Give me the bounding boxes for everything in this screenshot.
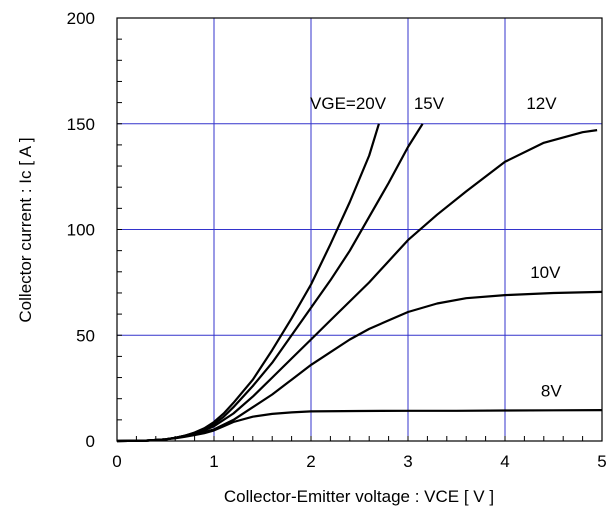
x-tick-label: 3 bbox=[403, 452, 412, 471]
series-line bbox=[116, 290, 603, 443]
y-axis-title: Collector current : Ic [ A ] bbox=[16, 137, 35, 322]
x-tick-label: 2 bbox=[306, 452, 315, 471]
series-line bbox=[116, 129, 598, 443]
minor-ticks bbox=[116, 17, 603, 442]
y-tick-label: 0 bbox=[86, 432, 95, 451]
x-tick-label: 5 bbox=[597, 452, 606, 471]
plot-frame bbox=[116, 17, 603, 442]
x-axis-title: Collector-Emitter voltage : VCE [ V ] bbox=[224, 487, 494, 506]
grid-lines bbox=[117, 18, 602, 441]
series-label: 10V bbox=[530, 263, 561, 282]
y-tick-label: 200 bbox=[67, 9, 95, 28]
x-tick-label: 4 bbox=[500, 452, 509, 471]
curves bbox=[116, 123, 603, 443]
x-tick-label: 0 bbox=[112, 452, 121, 471]
x-tick-labels: 0 1 2 3 4 5 bbox=[112, 452, 606, 471]
y-tick-label: 50 bbox=[76, 326, 95, 345]
series-line bbox=[116, 409, 603, 443]
series-line bbox=[116, 123, 424, 443]
series-label: VGE=20V bbox=[310, 94, 387, 113]
series-line bbox=[116, 123, 380, 443]
y-tick-label: 100 bbox=[67, 221, 95, 240]
series-label: 8V bbox=[541, 382, 562, 401]
x-tick-label: 1 bbox=[209, 452, 218, 471]
y-tick-labels: 0 50 100 150 200 bbox=[67, 9, 95, 451]
y-tick-label: 150 bbox=[67, 115, 95, 134]
curve-labels: VGE=20V 15V 12V 10V 8V bbox=[310, 94, 562, 401]
series-label: 15V bbox=[414, 94, 445, 113]
series-label: 12V bbox=[526, 94, 557, 113]
